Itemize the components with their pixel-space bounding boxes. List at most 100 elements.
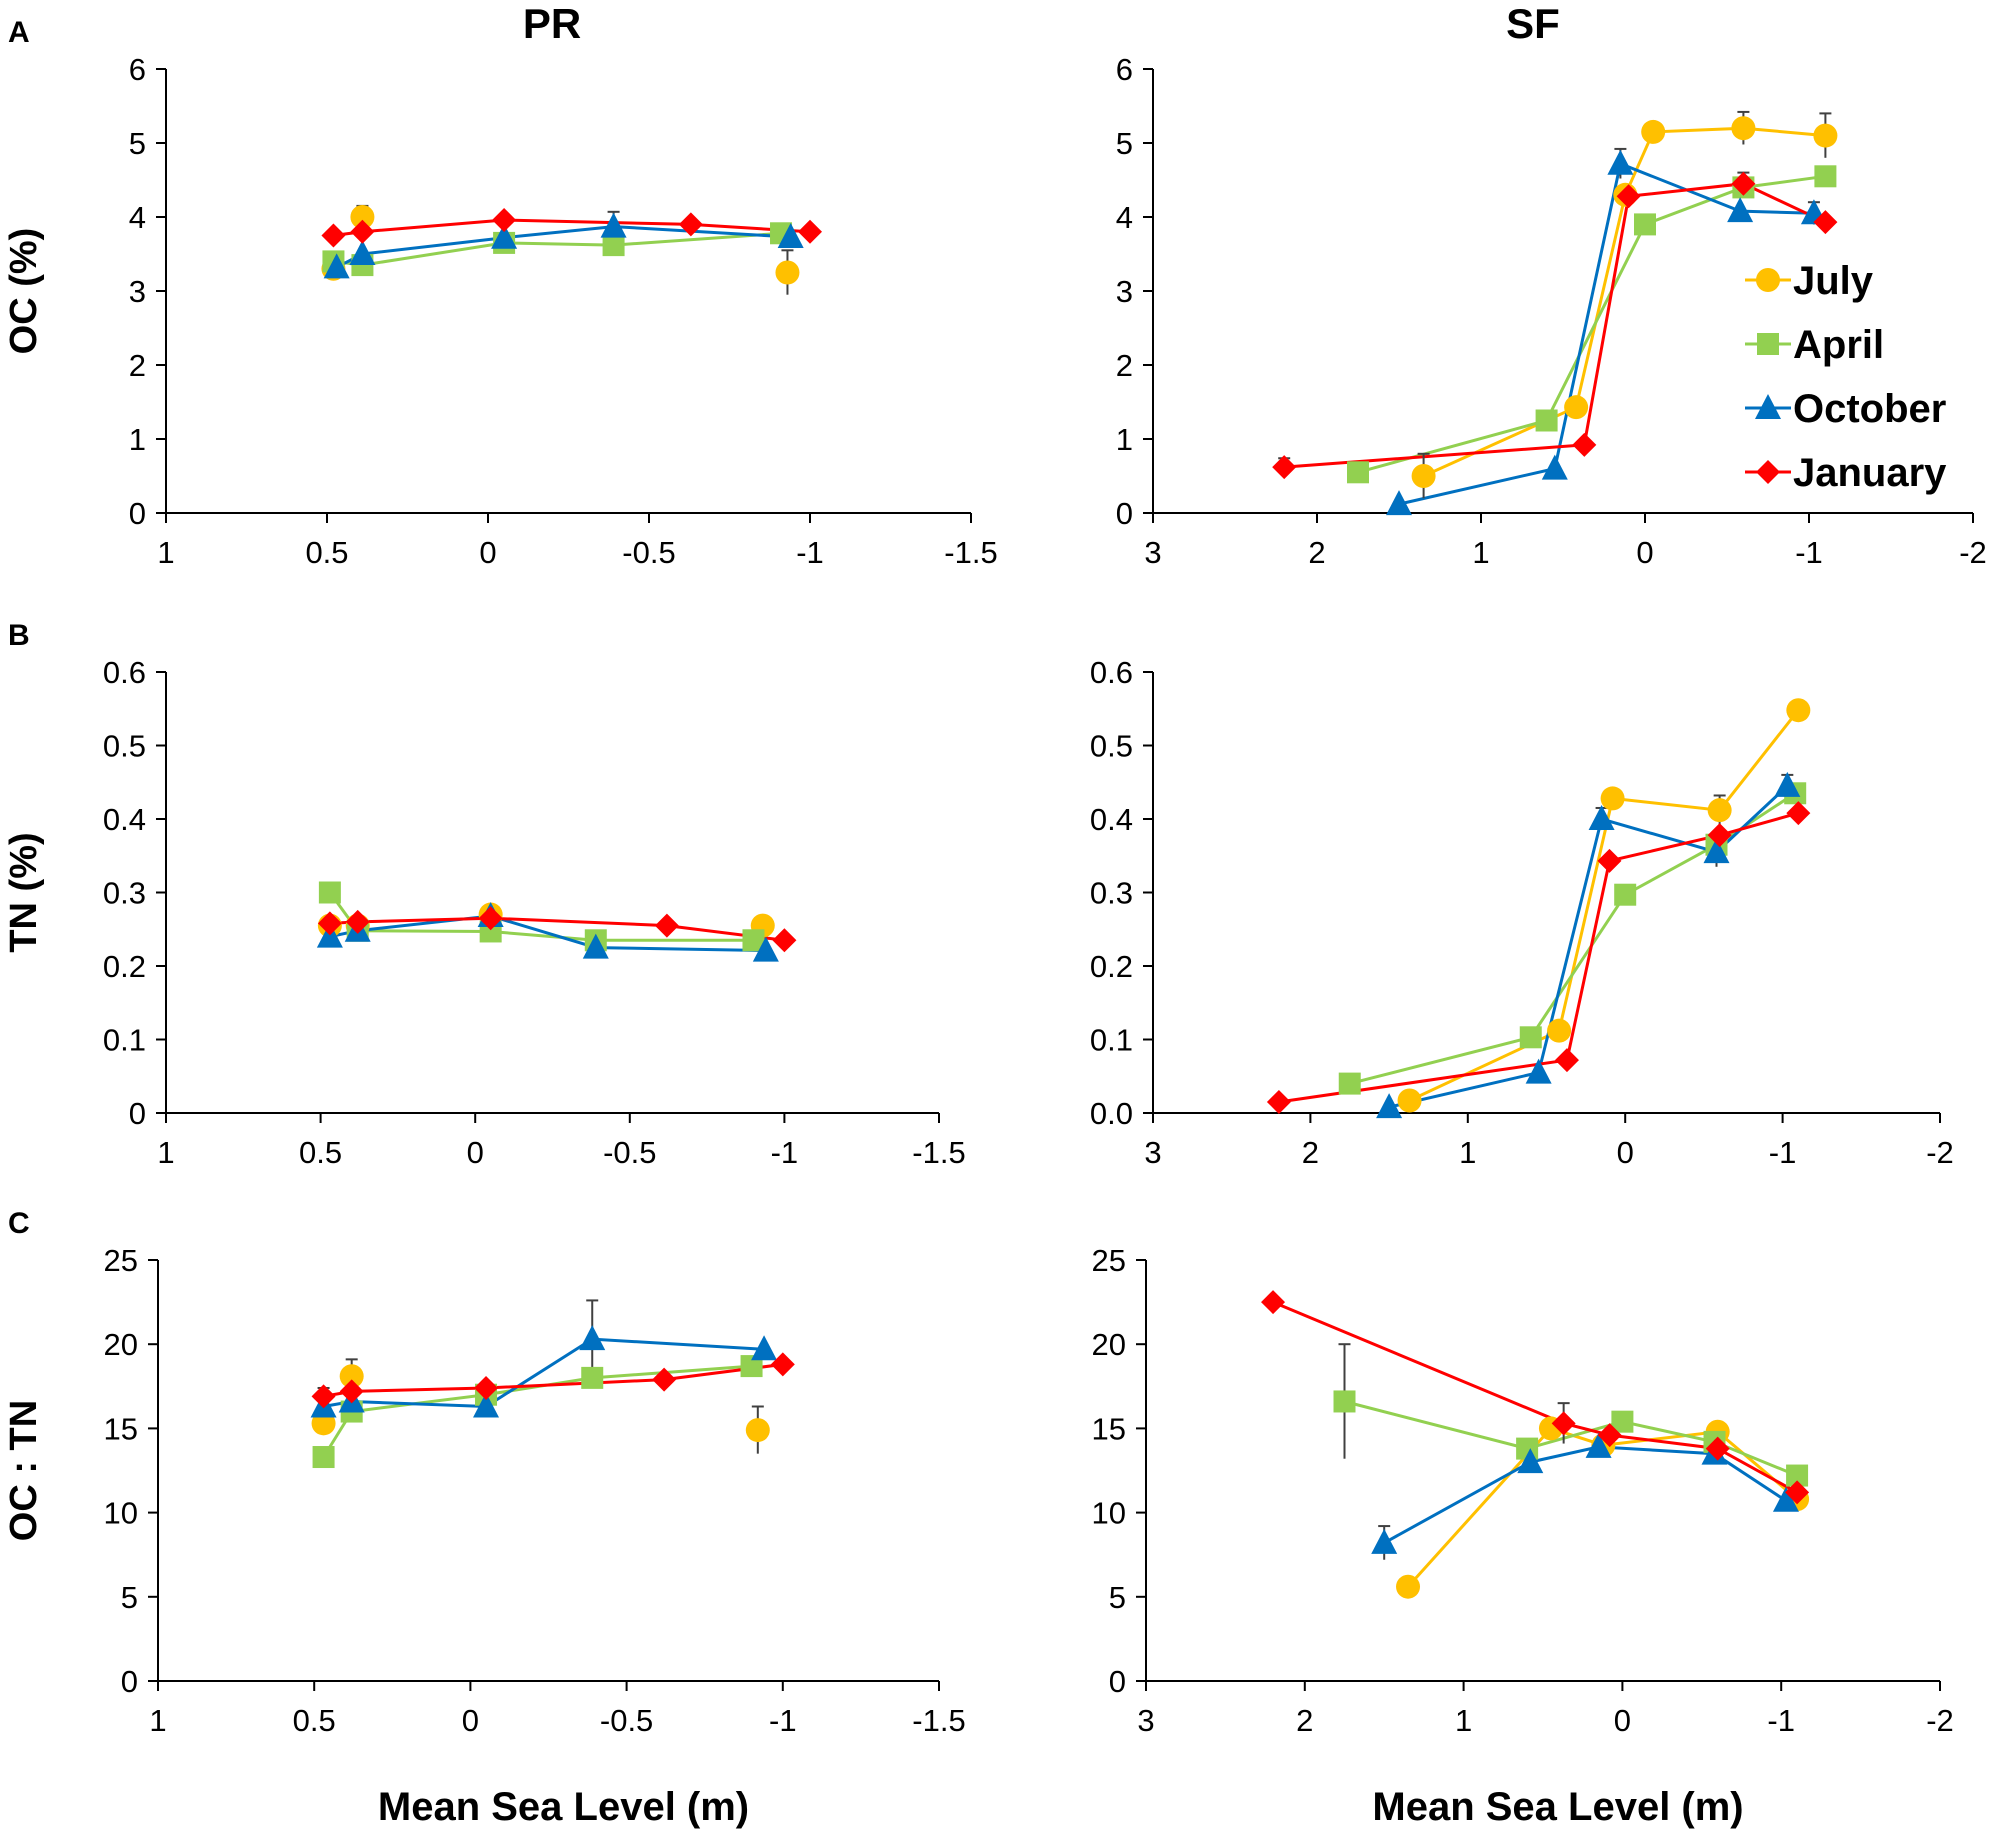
data-point-october [1585,1432,1612,1458]
legend-label: October [1793,387,1946,431]
data-point-october [579,1325,606,1351]
data-point-january [311,1384,336,1409]
data-point-january [478,906,503,931]
data-point-april [1519,1026,1542,1049]
y-tick-label: 0.6 [1090,655,1133,690]
data-point-january [350,219,375,244]
x-tick-label: 0 [1617,1135,1634,1170]
legend-item-july: July [1745,259,1874,303]
x-tick-label: -0.5 [603,1135,656,1170]
series-line-april [322,1364,752,1458]
series-line-april [328,891,754,942]
data-point-april [1535,409,1558,432]
data-point-january [1707,823,1732,848]
y-tick-label: 0.5 [1090,729,1133,764]
data-point-january [1786,801,1811,826]
data-point-july [775,260,800,285]
y-tick-label: 0.6 [103,655,146,690]
x-tick-label: 1 [1472,535,1489,570]
data-point-july [339,1364,364,1389]
data-point-january [345,909,370,934]
x-tick-label: -1.5 [944,535,997,570]
x-tick-label: 1 [1459,1135,1476,1170]
data-point-october [1525,1058,1552,1084]
data-point-april [1814,165,1837,188]
y-tick-label: 0 [1116,496,1133,531]
data-point-july [1547,1018,1572,1043]
y-tick-label: 0.4 [1090,802,1133,837]
data-point-january [339,1379,364,1404]
y-tick-label: 0.1 [1090,1023,1133,1058]
data-point-october [751,1335,778,1361]
data-point-october [1772,1486,1799,1512]
data-point-october [752,936,779,962]
x-tick-label: 1 [157,1135,174,1170]
y-tick-label: 0.2 [1090,949,1133,984]
data-point-july [1786,698,1811,723]
data-point-april [1338,1072,1361,1095]
y-tick-label: 0 [1109,1664,1126,1699]
data-point-july [745,1418,770,1443]
data-point-january [492,207,517,232]
x-tick-label: -1 [1769,1135,1797,1170]
data-point-october [349,240,376,265]
y-tick-label: 1 [129,422,146,457]
data-point-july [1813,123,1838,148]
data-point-october [1703,838,1730,864]
series-line-april [1357,174,1826,474]
data-point-january [1813,210,1838,235]
y-tick-label: 1 [1116,422,1133,457]
series-line-october [336,225,791,269]
x-tick-label: -1 [771,1135,799,1170]
y-tick-label: 0.3 [103,876,146,911]
data-point-january [321,223,346,248]
legend-label: April [1793,323,1884,367]
data-point-october [582,933,609,959]
y-tick-label: 15 [104,1411,138,1446]
x-tick-label: 1 [1455,1703,1472,1738]
data-point-january [1551,1411,1576,1436]
plot-0-1: 0 1 2 3 4 5 6 3 2 1 0 -1 -2 [1116,52,1987,570]
y-tick-label: 0.4 [103,802,146,837]
data-point-october [1607,149,1634,175]
data-point-january [678,212,703,237]
y-tick-label: 5 [129,126,146,161]
legend-item-january: January [1745,451,1947,495]
x-tick-label: -1 [769,1703,797,1738]
data-point-january [1572,432,1597,457]
y-tick-label: 0.2 [103,949,146,984]
data-point-january [1785,1480,1810,1505]
y-tick-label: 3 [129,274,146,309]
x-tick-label: 0.5 [305,535,348,570]
y-tick-label: 0 [121,1664,138,1699]
data-point-july [1396,1574,1421,1599]
y-tick-label: 2 [129,348,146,383]
y-tick-label: 5 [1109,1580,1126,1615]
legend-marker-october [1755,394,1781,419]
data-point-april [1611,1410,1634,1433]
data-point-january [1261,1290,1286,1315]
legend-item-april: April [1745,323,1884,367]
legend-item-october: October [1745,387,1946,431]
data-point-july [1397,1088,1422,1113]
y-tick-label: 25 [1092,1243,1126,1278]
legend-marker-january [1756,460,1780,484]
y-tick-label: 20 [1092,1327,1126,1362]
data-point-january [770,1352,795,1377]
y-tick-label: 2 [1116,348,1133,383]
legend-marker-april [1757,333,1779,355]
data-point-april [740,1355,763,1378]
y-tick-label: 0.5 [103,729,146,764]
data-point-january [652,1367,677,1392]
data-point-april [1786,1464,1809,1487]
x-tick-label: 3 [1137,1703,1154,1738]
legend-label: July [1793,259,1874,303]
y-tick-label: 0 [129,496,146,531]
site-title-sf: SF [1506,0,1560,47]
data-point-july [1731,116,1756,141]
x-tick-label: 0 [467,1135,484,1170]
y-tick-label: 0.3 [1090,876,1133,911]
data-point-july [1707,798,1732,823]
